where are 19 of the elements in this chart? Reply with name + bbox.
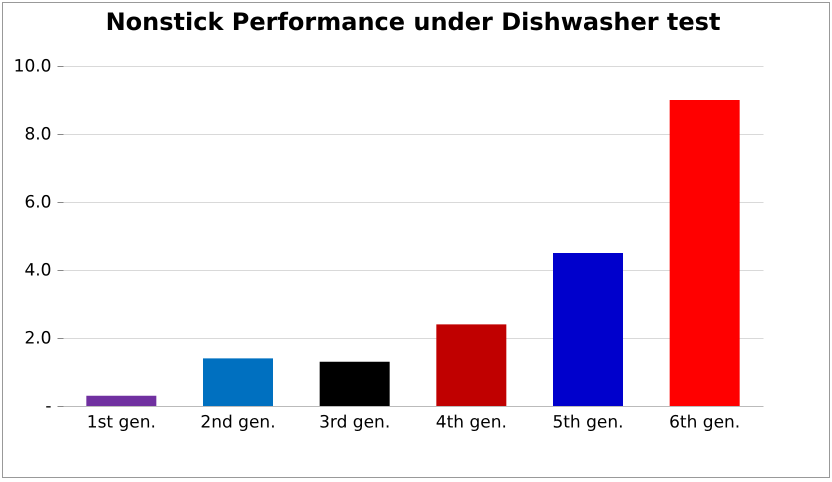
x-tick-label: 1st gen. — [86, 412, 156, 432]
x-tick-label: 2nd gen. — [200, 412, 276, 432]
bar — [670, 100, 740, 406]
bar — [203, 358, 273, 406]
bar — [86, 396, 156, 406]
y-tick-label: 8.0 — [24, 124, 52, 144]
chart-title: Nonstick Performance under Dishwasher test — [106, 8, 720, 36]
y-tick-label: - — [45, 396, 52, 416]
x-tick-label: 3rd gen. — [319, 412, 390, 432]
bar — [436, 324, 506, 406]
x-tick-label: 4th gen. — [436, 412, 507, 432]
x-tick-label: 6th gen. — [669, 412, 740, 432]
x-tick-label: 5th gen. — [552, 412, 624, 432]
bar — [553, 253, 623, 406]
y-tick-label: 2.0 — [24, 328, 52, 348]
y-tick-label: 10.0 — [14, 56, 52, 76]
y-tick-label: 6.0 — [24, 192, 52, 212]
bar — [320, 362, 390, 406]
y-tick-label: 4.0 — [24, 260, 52, 280]
